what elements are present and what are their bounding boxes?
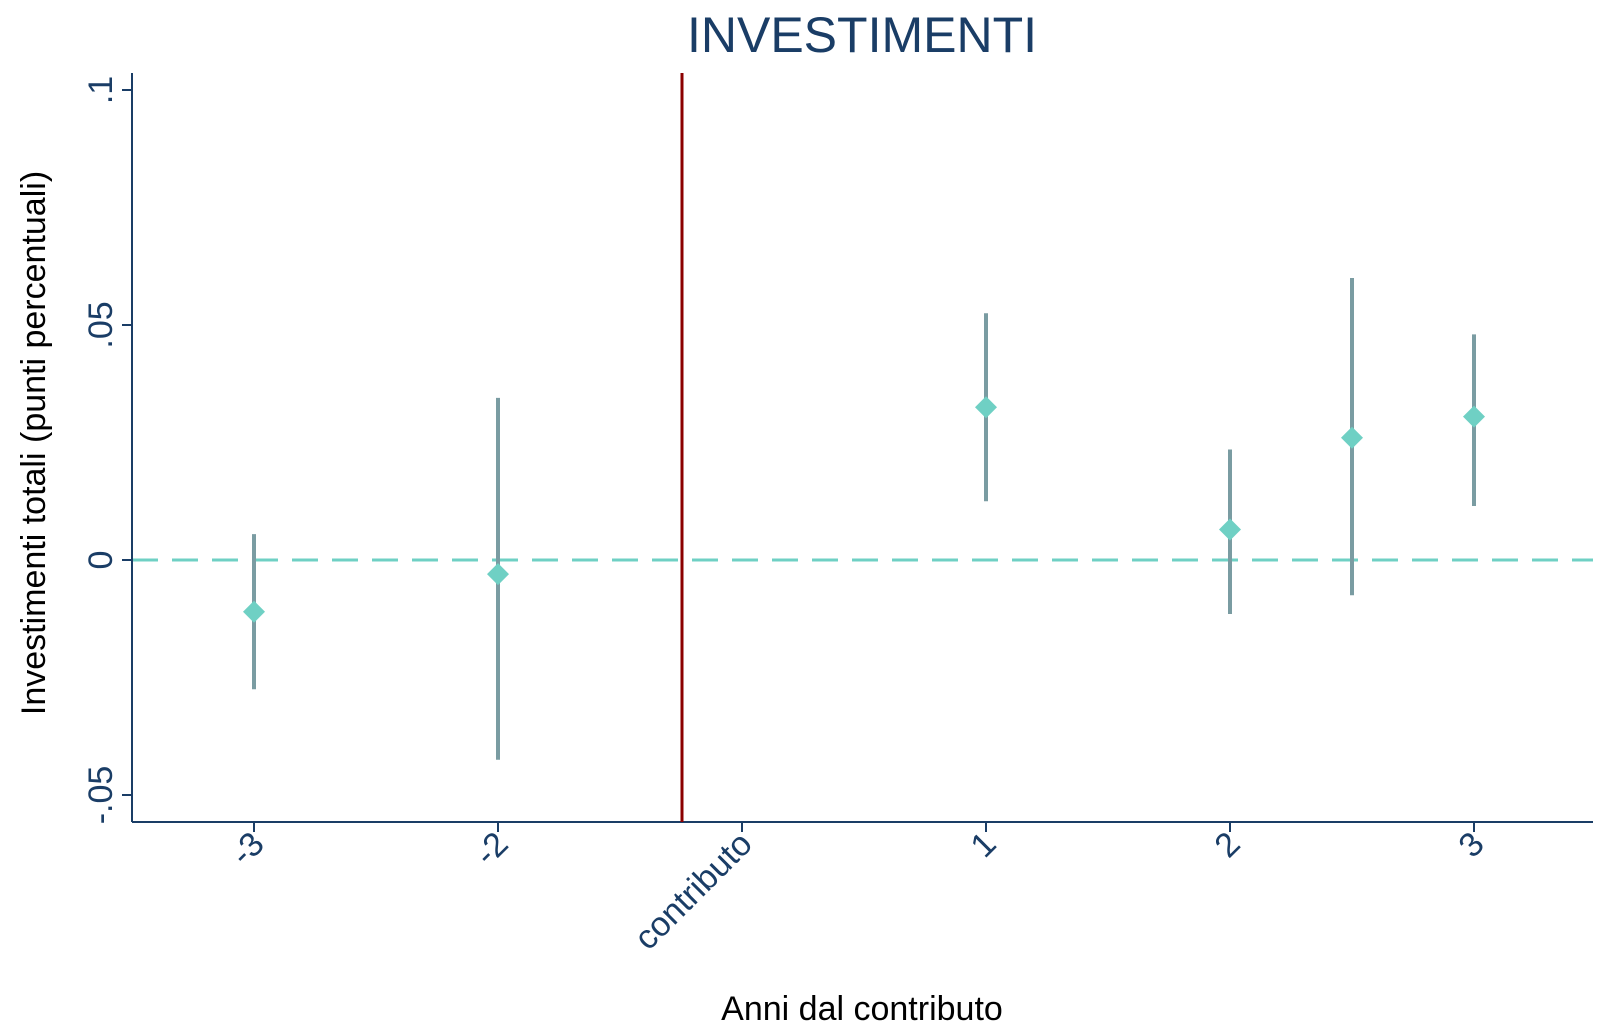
x-tick-label: 2 (1207, 825, 1247, 865)
x-tick-label: 3 (1451, 825, 1491, 865)
chart-title: INVESTIMENTI (687, 7, 1037, 63)
point-estimate-marker (487, 563, 509, 586)
x-tick-label: contributo (627, 825, 759, 957)
x-tick-label: 1 (963, 825, 1003, 865)
point-estimate-marker (1219, 518, 1241, 541)
plot-area: -.05 0 .05 .1 -3 -2 contributo 1 2 3 (82, 73, 1593, 957)
point-estimate-marker (243, 600, 265, 623)
point-estimate-marker (1463, 405, 1485, 428)
x-tick-label: -3 (223, 825, 271, 873)
point-estimate-marker (1341, 426, 1363, 449)
y-tick-label: .1 (82, 76, 120, 104)
y-tick-label: -.05 (82, 766, 120, 825)
y-tick-label: 0 (82, 551, 120, 570)
x-tick-label: -2 (467, 825, 515, 873)
y-tick-label: .05 (82, 301, 120, 348)
y-axis-title: Investimenti totali (punti percentuali) (15, 171, 53, 715)
x-axis-title: Anni dal contributo (721, 990, 1003, 1027)
point-estimate-marker (975, 396, 997, 419)
